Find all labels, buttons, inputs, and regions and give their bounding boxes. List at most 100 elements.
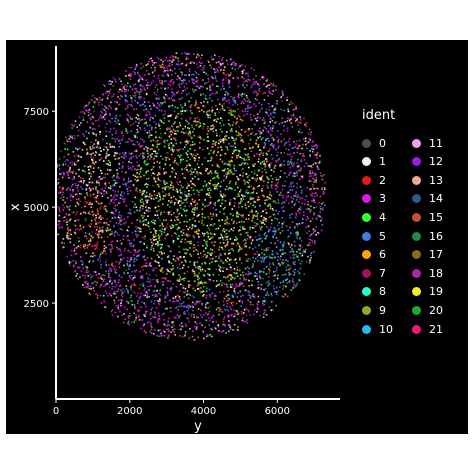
cell-point — [204, 261, 206, 264]
cell-point — [80, 122, 82, 124]
cell-point — [77, 278, 79, 280]
cell-point — [162, 60, 164, 63]
cell-point — [196, 163, 199, 165]
cell-point — [114, 117, 117, 120]
cell-point — [245, 80, 247, 82]
cell-point — [193, 157, 195, 159]
cell-point — [170, 289, 172, 292]
cell-point — [237, 326, 239, 328]
cell-point — [236, 242, 239, 245]
cell-point — [157, 177, 159, 179]
cell-point — [193, 280, 196, 282]
cell-point — [263, 146, 265, 149]
cell-point — [186, 294, 188, 296]
cell-point — [105, 135, 107, 137]
cell-point — [192, 78, 195, 81]
cell-point — [177, 202, 180, 204]
cell-point — [117, 190, 119, 193]
cell-point — [264, 91, 266, 94]
cell-point — [228, 75, 230, 77]
cell-point — [94, 219, 96, 221]
cell-point — [150, 220, 153, 223]
cell-point — [232, 249, 235, 252]
cell-point — [155, 232, 157, 235]
cell-point — [306, 216, 309, 218]
cell-point — [104, 284, 107, 286]
cell-point — [314, 187, 317, 190]
cell-point — [88, 109, 91, 111]
cell-point — [90, 277, 92, 279]
cell-point — [153, 333, 155, 335]
cell-point — [129, 211, 131, 214]
cell-point — [124, 99, 127, 101]
cell-point — [79, 256, 82, 258]
cell-point — [258, 198, 260, 201]
cell-point — [196, 123, 199, 125]
cell-point — [300, 175, 302, 178]
cell-point — [74, 205, 77, 208]
cell-point — [122, 87, 124, 89]
cell-point — [63, 207, 65, 209]
cell-point — [95, 135, 98, 137]
cell-point — [151, 126, 153, 129]
cell-point — [312, 198, 315, 200]
cell-point — [163, 145, 166, 148]
cell-point — [70, 185, 73, 188]
cell-point — [100, 227, 102, 229]
cell-point — [146, 93, 148, 96]
cell-point — [101, 229, 104, 231]
cell-point — [299, 128, 301, 131]
cell-point — [96, 142, 99, 144]
cell-point — [110, 101, 112, 104]
cell-point — [87, 244, 89, 247]
cell-point — [243, 86, 246, 89]
cell-point — [157, 77, 160, 80]
cell-point — [252, 78, 255, 80]
cell-point — [142, 139, 144, 141]
cell-point — [245, 242, 247, 244]
cell-point — [226, 218, 229, 220]
cell-point — [179, 335, 181, 337]
cell-point — [221, 108, 224, 110]
cell-point — [132, 166, 134, 168]
cell-point — [168, 192, 171, 195]
cell-point — [85, 130, 87, 133]
cell-point — [136, 219, 138, 221]
cell-point — [188, 336, 191, 339]
cell-point — [266, 84, 269, 87]
cell-point — [196, 209, 199, 211]
cell-point — [145, 171, 148, 173]
cell-point — [282, 196, 284, 199]
cell-point — [62, 209, 64, 211]
cell-point — [310, 175, 312, 177]
cell-point — [212, 177, 214, 180]
cell-point — [298, 272, 301, 274]
cell-point — [177, 91, 179, 93]
cell-point — [238, 195, 240, 197]
cell-point — [101, 103, 103, 106]
cell-point — [271, 120, 274, 122]
cell-point — [148, 228, 151, 230]
cell-point — [105, 223, 108, 225]
cell-point — [138, 120, 141, 123]
cell-point — [269, 215, 272, 218]
cell-point — [88, 187, 91, 189]
cell-point — [167, 64, 170, 67]
cell-point — [248, 142, 250, 145]
cell-point — [167, 70, 169, 72]
cell-point — [247, 234, 249, 237]
cell-point — [160, 247, 162, 250]
cell-point — [313, 213, 316, 216]
cell-point — [190, 136, 193, 138]
cell-point — [232, 61, 234, 64]
cell-point — [100, 302, 103, 304]
cell-point — [245, 191, 248, 194]
cell-point — [287, 195, 290, 197]
cell-point — [258, 153, 261, 156]
cell-point — [150, 300, 153, 303]
cell-point — [114, 140, 117, 143]
cell-point — [221, 82, 224, 85]
cell-point — [215, 141, 217, 143]
cell-point — [233, 149, 236, 151]
cell-point — [272, 308, 274, 311]
